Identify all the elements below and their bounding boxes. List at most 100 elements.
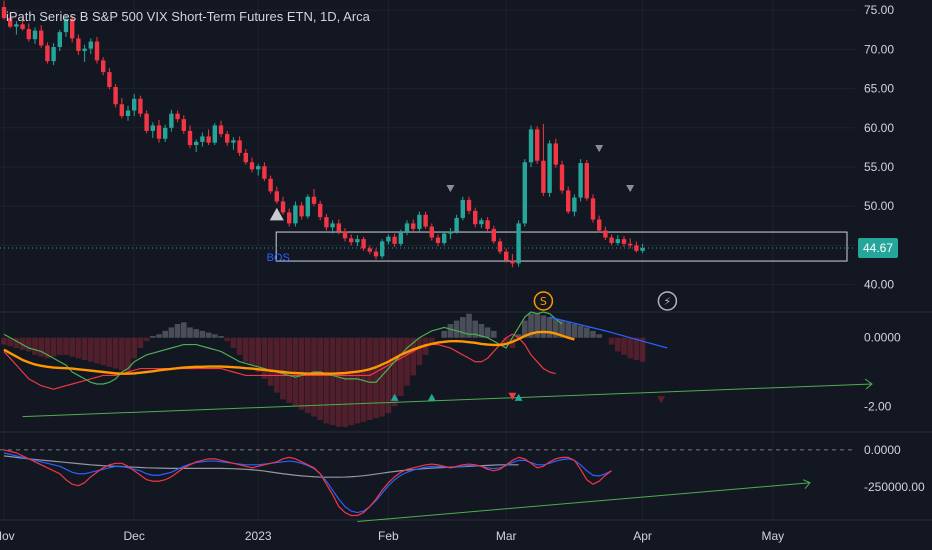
oscillator-histogram-bar	[503, 337, 509, 345]
oscillator-histogram-bar	[478, 324, 485, 338]
oscillator-histogram-bar	[466, 313, 472, 338]
candle-body	[299, 205, 304, 217]
oscillator-trend-line	[22, 383, 873, 418]
candle-body	[156, 125, 162, 139]
candle-body	[237, 140, 242, 153]
oscillator-histogram-bar	[311, 337, 317, 417]
oscillator-histogram-bar	[199, 330, 206, 338]
oscillator-histogram-bar	[187, 327, 193, 338]
candle-body	[429, 226, 434, 238]
candle-body	[150, 125, 155, 131]
oscillator-histogram-bar	[522, 320, 528, 338]
oscillator-histogram-bar	[410, 337, 416, 376]
candle-body	[1, 7, 7, 19]
candle-body	[566, 190, 571, 212]
lower-blue-line	[3, 452, 612, 514]
candle-body	[640, 247, 645, 251]
candle-body	[76, 38, 81, 51]
oscillator-histogram-bar	[255, 337, 261, 372]
oscillator-histogram-bar	[354, 337, 361, 424]
oscillator-histogram-bar	[205, 332, 212, 338]
candle-body	[380, 241, 385, 257]
oscillator-histogram-bar	[174, 324, 181, 338]
oscillator-histogram-bar	[106, 337, 113, 367]
lower-panel	[0, 449, 855, 522]
candle-body	[398, 232, 403, 244]
candle-body	[330, 223, 335, 228]
oscillator-histogram-bar	[528, 313, 534, 338]
candle-body	[609, 237, 614, 244]
oscillator-histogram-bar	[125, 337, 131, 372]
candle-body	[460, 199, 465, 218]
oscillator-up-marker	[427, 393, 436, 401]
candle-body	[305, 196, 310, 217]
candle-body	[578, 163, 583, 198]
candle-body	[435, 237, 441, 244]
chart-title: iPath Series B S&P 500 VIX Short-Term Fu…	[6, 9, 371, 24]
candle-body	[392, 236, 397, 244]
lightning-event-glyph: ⚡	[664, 295, 672, 308]
lower-red-line	[3, 449, 612, 517]
price-tick-label: 70.00	[864, 42, 894, 56]
candle-body	[311, 196, 317, 204]
price-tick-label: 60.00	[864, 121, 894, 135]
candle-body	[621, 239, 627, 244]
candle-body	[473, 210, 478, 225]
oscillator-green-line	[3, 311, 563, 385]
candle-body	[225, 134, 230, 143]
oscillator-histogram-bar	[32, 337, 38, 355]
oscillator-histogram-bar	[584, 327, 590, 338]
oscillator-histogram-bar	[323, 337, 330, 424]
candle-body	[528, 129, 534, 163]
oscillator-up-marker	[390, 393, 399, 401]
lower-gray-line	[3, 455, 519, 478]
oscillator-histogram-bar	[143, 337, 150, 342]
oscillator-histogram-bar	[112, 337, 119, 369]
oscillator-histogram-bar	[261, 337, 268, 379]
candle-body	[113, 87, 118, 105]
oscillator-histogram-bar	[373, 337, 379, 419]
oscillator-histogram-bar	[379, 337, 385, 417]
oscillator-histogram-bar	[348, 337, 354, 426]
candle-body	[485, 220, 490, 229]
oscillator-histogram-bar	[94, 337, 100, 364]
oscillator-histogram-bar	[596, 334, 602, 338]
candle-body	[132, 98, 137, 111]
oscillator-histogram-bar	[26, 337, 32, 352]
oscillator-histogram-bar	[150, 336, 156, 338]
oscillator-histogram-bar	[484, 327, 491, 338]
candle-body	[82, 48, 87, 51]
candle-body	[590, 198, 596, 220]
oscillator-histogram-bar	[515, 334, 522, 338]
oscillator-histogram-bar	[249, 337, 255, 366]
candle-body	[243, 152, 248, 163]
oscillator-trend-arrowhead	[864, 378, 873, 390]
oscillator-histogram-bar	[75, 337, 82, 359]
candle-body	[181, 119, 186, 131]
candle-body	[361, 239, 366, 249]
candle-body	[454, 217, 459, 232]
candle-body	[268, 178, 273, 192]
candle-body	[206, 136, 211, 143]
oscillator-histogram-bar	[81, 337, 88, 360]
candle-body	[497, 241, 503, 252]
candle-body	[280, 201, 286, 213]
oscillator-red-line	[3, 333, 556, 390]
oscillator-histogram-bar	[553, 318, 559, 338]
candle-body	[107, 72, 112, 88]
last-price-label: 44.67	[863, 241, 893, 255]
candle-body	[175, 113, 180, 120]
oscillator-histogram-bar	[50, 337, 57, 357]
split-event-icon	[533, 291, 554, 311]
oscillator-down-marker	[508, 392, 517, 400]
candle-body	[553, 143, 558, 165]
oscillator-histogram-bar	[398, 337, 404, 396]
candle-body	[479, 220, 484, 225]
oscillator-histogram-bar	[236, 337, 243, 355]
oscillator-histogram-bar	[534, 313, 540, 338]
oscillator-histogram-bar	[230, 337, 237, 348]
candle-body	[125, 110, 131, 117]
oscillator-histogram-bar	[19, 337, 26, 350]
signal-triangle-marker	[626, 184, 635, 193]
